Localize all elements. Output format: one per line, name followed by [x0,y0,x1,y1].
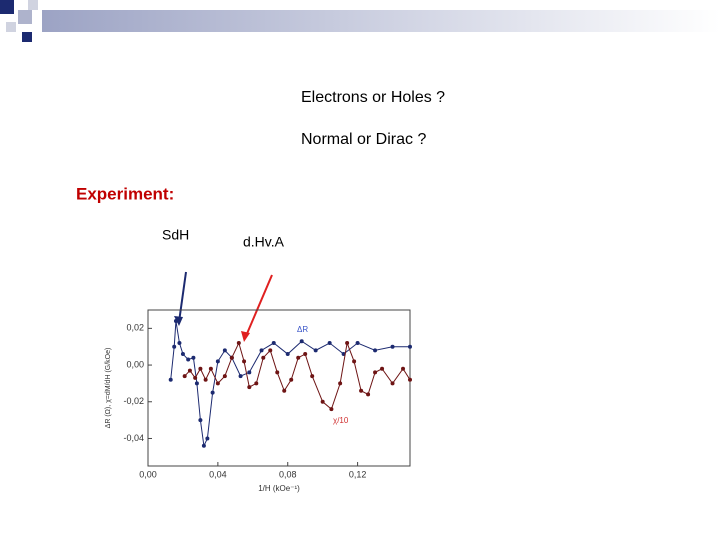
data-point [275,370,280,375]
data-point [198,366,203,371]
arrow [178,271,187,323]
arrow [245,274,273,337]
x-tick-label: 0,00 [139,469,157,479]
data-point [247,385,252,390]
data-point [186,357,191,362]
data-point [329,407,334,412]
y-tick-label: 0,02 [126,323,144,333]
plot-frame [147,309,411,467]
arrow-label: SdH [162,227,189,243]
data-point [254,381,259,386]
y-tick-label: 0,00 [126,359,144,369]
data-point [191,355,196,360]
data-point [408,377,412,382]
data-point [345,341,350,346]
data-point [180,352,185,357]
deco-square [18,10,32,24]
data-point [401,366,406,371]
data-point [390,381,395,386]
data-point [408,344,412,349]
y-tick-label: -0,04 [123,433,144,443]
y-tick-label: -0,02 [123,396,144,406]
data-point [285,352,290,357]
data-point [366,392,371,397]
data-point [182,374,187,379]
data-point [299,339,304,344]
data-point [215,381,220,386]
annotation: ΔR [297,325,308,334]
y-axis-label: ΔR (Ω), χ=dM/dH (G/kOe) [105,348,112,429]
data-point [208,366,213,371]
data-point [296,355,301,360]
data-point [310,374,315,379]
data-point [194,381,199,386]
deco-square [6,22,16,32]
data-point [222,348,227,353]
question: Normal or Dirac ? [301,131,426,148]
data-point [390,344,395,349]
data-point [352,359,357,364]
series-line [170,320,410,448]
data-point [268,348,273,353]
data-point [373,370,378,375]
heading: Experiment: [76,184,174,203]
data-point [373,348,378,353]
data-point [215,359,220,364]
data-point [229,355,234,360]
data-point [303,352,308,357]
data-point [193,375,198,380]
arrowhead [174,316,183,326]
data-point [236,341,241,346]
data-point [355,341,360,346]
data-point [282,388,287,393]
annotation: χ/10 [333,416,349,425]
data-point [289,377,294,382]
data-point [338,381,343,386]
data-point [313,348,318,353]
data-point [205,436,210,441]
data-point [247,370,252,375]
data-point [168,377,173,382]
x-tick-label: 0,12 [349,469,367,479]
deco-square [28,0,38,10]
deco-square [22,32,32,42]
question: Electrons or Holes ? [301,89,445,106]
series-line [184,341,411,410]
data-point [271,341,276,346]
data-point [201,443,206,448]
data-point [177,341,182,346]
header-bar [42,10,720,32]
data-point [380,366,385,371]
data-point [320,399,325,404]
arrowhead [241,331,250,342]
data-point [203,377,208,382]
data-point [173,319,178,324]
arrow-label: d.Hv.A [243,234,285,250]
data-point [210,390,215,395]
x-tick-label: 0,04 [209,469,227,479]
x-axis-label: 1/H (kOe⁻¹) [258,484,300,493]
data-point [261,355,266,360]
data-point [359,388,364,393]
data-point [187,368,192,373]
data-point [242,359,247,364]
data-point [259,348,264,353]
data-point [327,341,332,346]
data-point [222,374,227,379]
x-tick-label: 0,08 [279,469,297,479]
deco-square [0,0,14,14]
data-point [238,374,243,379]
data-point [198,418,203,423]
data-point [172,344,177,349]
